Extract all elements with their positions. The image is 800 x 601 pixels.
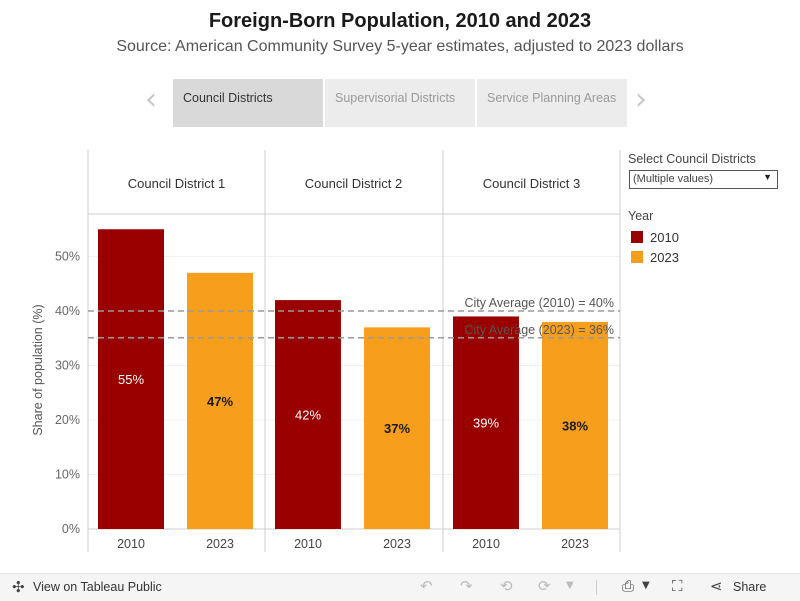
panel-header: Council District 3	[483, 176, 581, 191]
view-on-tableau-link[interactable]: View on Tableau Public	[33, 580, 162, 594]
panel-header: Council District 2	[305, 176, 403, 191]
tab-bar: ‹ Council Districts Supervisorial Distri…	[141, 79, 661, 127]
footer-toolbar: ✣ View on Tableau Public ↶ ↷ ⟲ ⟳ ▼ ⎙ ▼ ⛶…	[0, 573, 800, 601]
bar-data-label: 55%	[118, 372, 144, 387]
chart-title: Foreign-Born Population, 2010 and 2023	[208, 10, 592, 32]
tab-council-districts[interactable]: Council Districts	[173, 79, 323, 127]
dropdown-caret-icon: ▼	[763, 172, 772, 182]
reference-line-label: City Average (2023) = 36%	[464, 323, 614, 337]
panel-header: Council District 1	[128, 176, 226, 191]
redo-icon[interactable]: ↷	[460, 577, 473, 595]
legend-label: 2023	[650, 250, 679, 265]
x-tick-label: 2023	[383, 537, 411, 551]
toolbar-divider	[596, 580, 597, 595]
revert-icon[interactable]: ⟲	[500, 577, 513, 595]
legend-item-2023[interactable]: 2023	[631, 250, 679, 265]
bar-2023[interactable]	[542, 321, 608, 529]
y-tick-label: 30%	[55, 359, 80, 373]
chart-subtitle: Source: American Community Survey 5-year…	[116, 38, 684, 55]
tab-service-planning-areas[interactable]: Service Planning Areas	[477, 79, 627, 127]
legend-swatch	[631, 231, 643, 243]
y-tick-label: 0%	[62, 522, 80, 536]
reference-line-label: City Average (2010) = 40%	[464, 296, 614, 310]
council-district-select[interactable]: (Multiple values) ▼	[629, 170, 778, 189]
refresh-icon[interactable]: ⟳	[538, 577, 551, 595]
prev-arrow-icon[interactable]: ‹	[145, 82, 157, 117]
legend-item-2010[interactable]: 2010	[631, 230, 679, 245]
legend-swatch	[631, 251, 643, 263]
legend-title: Year	[628, 209, 654, 223]
bar-data-label: 42%	[295, 408, 321, 423]
x-tick-label: 2010	[294, 537, 322, 551]
y-tick-label: 50%	[55, 250, 80, 264]
bar-2010[interactable]	[453, 316, 519, 529]
undo-icon[interactable]: ↶	[420, 577, 433, 595]
legend-label: 2010	[650, 230, 679, 245]
x-tick-label: 2023	[206, 537, 234, 551]
y-tick-label: 10%	[55, 468, 80, 482]
bar-2023[interactable]	[364, 327, 430, 529]
bar-data-label: 39%	[473, 416, 499, 431]
filter-title: Select Council Districts	[628, 152, 756, 166]
bar-2010[interactable]	[275, 300, 341, 529]
bar-2010[interactable]	[98, 229, 164, 529]
share-button[interactable]: Share	[733, 580, 767, 594]
tableau-logo-icon: ✣	[12, 578, 25, 596]
filter-value: (Multiple values)	[633, 173, 714, 185]
share-icon[interactable]: ⋖	[710, 577, 723, 595]
fullscreen-icon[interactable]: ⛶	[672, 577, 683, 595]
tab-supervisorial-districts[interactable]: Supervisorial Districts	[325, 79, 475, 127]
x-tick-label: 2010	[472, 537, 500, 551]
y-axis-label: Share of population (%)	[31, 304, 45, 435]
bar-data-label: 38%	[562, 418, 588, 433]
bar-2023[interactable]	[187, 272, 253, 529]
download-caret-icon[interactable]: ▼	[642, 580, 650, 591]
y-tick-label: 40%	[55, 304, 80, 318]
next-arrow-icon[interactable]: ›	[635, 82, 647, 117]
bar-data-label: 37%	[384, 421, 410, 436]
download-icon[interactable]: ⎙	[622, 577, 635, 595]
y-tick-label: 20%	[55, 413, 80, 427]
x-tick-label: 2010	[117, 537, 145, 551]
x-tick-label: 2023	[561, 537, 589, 551]
pause-icon[interactable]: ▼	[566, 580, 574, 591]
bar-data-label: 47%	[207, 394, 233, 409]
